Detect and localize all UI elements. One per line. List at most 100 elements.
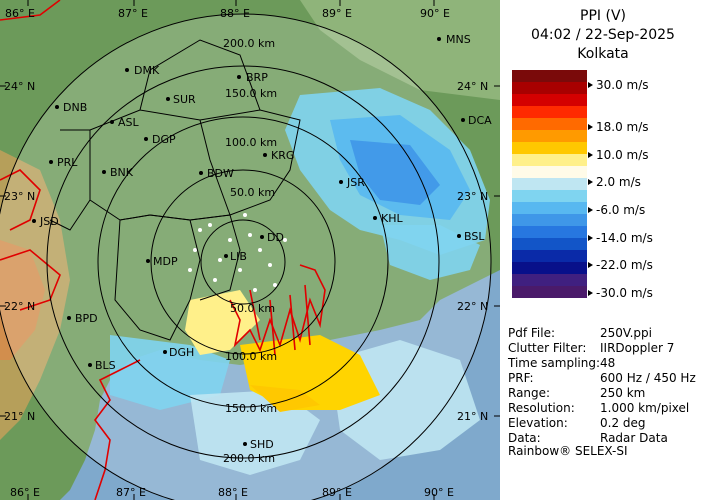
scale-tick-icon [588, 124, 593, 130]
meta-key-data: Data: [508, 431, 541, 445]
station-label-dnb: DNB [63, 101, 87, 114]
color-swatch [512, 82, 587, 94]
lat-label-22-right: 22° N [457, 300, 488, 313]
lon-label-89-top: 89° E [322, 7, 352, 20]
latitude-labels-right: 24° N 23° N 22° N 21° N [457, 80, 488, 423]
station-label-mdp: MDP [153, 255, 178, 268]
scale-tick-icon [588, 82, 593, 88]
color-swatch [512, 238, 587, 250]
station-label-prl: PRL [57, 156, 78, 169]
lon-label-88-bottom: 88° E [218, 486, 248, 499]
meta-value-range: 250 km [600, 386, 646, 400]
color-swatch [512, 154, 587, 166]
range-label-north-50: 50.0 km [230, 186, 275, 199]
radar-map-canvas: MNS DMK BRP DNB SUR DCA ASL DGP KRG PRL … [0, 0, 500, 500]
station-label-dgp: DGP [152, 133, 176, 146]
scale-label: -22.0 m/s [596, 258, 653, 272]
lat-label-24-right: 24° N [457, 80, 488, 93]
scale-label: 10.0 m/s [596, 148, 649, 162]
scale-label: 18.0 m/s [596, 120, 649, 134]
range-label-south-100: 100.0 km [225, 350, 277, 363]
lon-label-86-bottom: 86° E [10, 486, 40, 499]
meta-key-clutter-filter: Clutter Filter: [508, 341, 587, 355]
color-swatch [512, 142, 587, 154]
meta-value-elevation: 0.2 deg [600, 416, 646, 430]
station-label-sur: SUR [173, 93, 196, 106]
lat-label-24-left: 24° N [4, 80, 35, 93]
color-swatch [512, 274, 587, 286]
echo-blue-east [380, 225, 480, 280]
station-label-shd: SHD [250, 438, 274, 451]
color-swatch [512, 118, 587, 130]
lon-label-88-top: 88° E [220, 7, 250, 20]
station-label-bpd: BPD [75, 312, 98, 325]
latitude-labels-left: 24° N 23° N 22° N 21° N [4, 80, 35, 423]
terrain-highlands [0, 240, 45, 360]
scale-label: -14.0 m/s [596, 231, 653, 245]
station-label-bsl: BSL [464, 230, 485, 243]
station-label-lib: LIB [230, 250, 247, 263]
echo-yellow-core [250, 385, 320, 412]
meta-value-resolution: 1.000 km/pixel [600, 401, 690, 415]
echo-blue-south [190, 390, 320, 475]
meta-key-elevation: Elevation: [508, 416, 568, 430]
scale-tick-icon [588, 207, 593, 213]
station-label-khl: KHL [381, 212, 403, 225]
station-label-dmk: DMK [134, 64, 160, 77]
lon-label-89-bottom: 89° E [322, 486, 352, 499]
lat-label-22-left: 22° N [4, 300, 35, 313]
color-swatch [512, 178, 587, 190]
color-swatch [512, 286, 587, 298]
range-ring-150 [97, 116, 389, 408]
meta-key-range: Range: [508, 386, 551, 400]
station-label-asl: ASL [118, 116, 140, 129]
lat-label-23-left: 23° N [4, 190, 35, 203]
lat-label-21-right: 21° N [457, 410, 488, 423]
range-label-north-150: 150.0 km [225, 87, 277, 100]
range-ring-50 [200, 219, 286, 305]
echo-blue-dark [350, 140, 440, 205]
range-labels: 200.0 km 150.0 km 100.0 km 50.0 km 50.0 … [223, 37, 277, 465]
graticule-ticks [0, 0, 500, 500]
station-label-mns: MNS [446, 33, 471, 46]
scale-tick-icon [588, 262, 593, 268]
station-label-dca: DCA [468, 114, 492, 127]
station-labels: MNS DMK BRP DNB SUR DCA ASL DGP KRG PRL … [39, 33, 492, 451]
range-ring-250 [0, 13, 492, 500]
ground-clutter [188, 213, 287, 292]
range-rings [0, 13, 492, 500]
meta-key-resolution: Resolution: [508, 401, 575, 415]
range-ring-200 [46, 65, 440, 459]
longitude-labels-bottom: 86° E 87° E 88° E 89° E 90° E [10, 486, 454, 499]
color-swatch [512, 106, 587, 118]
radar-map: MNS DMK BRP DNB SUR DCA ASL DGP KRG PRL … [0, 0, 500, 500]
scale-tick-icon [588, 290, 593, 296]
color-swatch [512, 166, 587, 178]
product-title: PPI (V) [580, 8, 626, 24]
lat-label-23-right: 23° N [457, 190, 488, 203]
color-swatch [512, 214, 587, 226]
longitude-labels-top: 86° E 87° E 88° E 89° E 90° E [5, 7, 450, 20]
scale-tick-icon [588, 235, 593, 241]
range-ring-100 [150, 169, 336, 355]
scale-tick-icon [588, 152, 593, 158]
meta-value-data: Radar Data [600, 431, 668, 445]
meta-value-prf: 600 Hz / 450 Hz [600, 371, 696, 385]
terrain-north-east [300, 0, 500, 100]
station-label-jsd: JSD [39, 215, 59, 228]
scale-label: 30.0 m/s [596, 78, 649, 92]
lon-label-87-bottom: 87° E [116, 486, 146, 499]
station-name: Kolkata [577, 46, 629, 62]
lon-label-86-top: 86° E [5, 7, 35, 20]
color-swatch [512, 70, 587, 82]
station-markers [32, 37, 465, 446]
product-datetime: 04:02 / 22-Sep-2025 [531, 27, 675, 43]
range-label-north-100: 100.0 km [225, 136, 277, 149]
lon-label-90-bottom: 90° E [424, 486, 454, 499]
station-label-krg: KRG [271, 149, 294, 162]
lon-label-90-top: 90° E [420, 7, 450, 20]
range-label-south-200: 200.0 km [223, 452, 275, 465]
color-swatch [512, 250, 587, 262]
meta-value-pdf-file: 250V.ppi [600, 326, 652, 340]
